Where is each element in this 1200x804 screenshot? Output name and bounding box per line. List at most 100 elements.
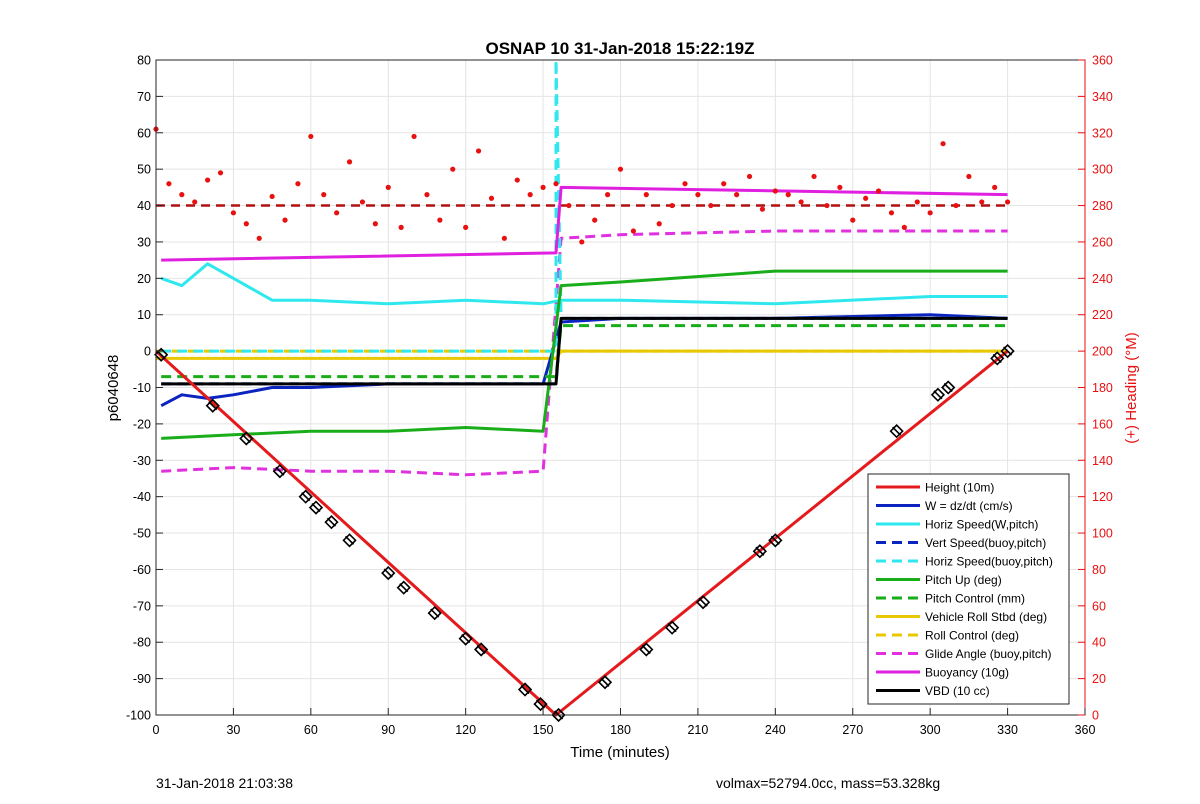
height-marker (768, 533, 783, 548)
y-tick-label: 70 (137, 90, 151, 104)
y2-tick-label: 240 (1092, 272, 1113, 286)
y2-tick-label: 260 (1092, 235, 1113, 249)
heading-point (966, 173, 972, 180)
height-marker (752, 544, 767, 559)
series-line (160, 313, 1008, 408)
legend-entry: Height (10m) (925, 481, 994, 495)
heading-point (205, 177, 211, 183)
y2-tick-label: 80 (1092, 563, 1106, 577)
heading-point (979, 199, 985, 205)
heading-point (450, 166, 456, 172)
y2-tick-label: 360 (1092, 54, 1113, 68)
heading-point (217, 170, 224, 176)
heading-point (914, 199, 920, 205)
series-line (161, 316, 1008, 386)
heading-point (901, 224, 907, 230)
legend-entry: VBD (10 cc) (925, 684, 990, 698)
heading-point (166, 181, 172, 187)
y2-tick-label: 340 (1092, 90, 1113, 104)
legend-entry: Vert Speed(buoy,pitch) (925, 536, 1046, 550)
height-marker (695, 595, 711, 610)
legend-entry: Pitch Up (deg) (925, 573, 1002, 587)
x-axis-label: Time (minutes) (570, 744, 669, 761)
legend-entry: Pitch Control (mm) (925, 592, 1025, 606)
heading-point (514, 177, 520, 183)
legend-box (867, 473, 1070, 705)
heading-point (295, 181, 301, 187)
height-marker (205, 398, 220, 413)
height-marker (239, 431, 254, 446)
height-marker (427, 605, 442, 621)
heading-point (888, 210, 895, 216)
y2-tick-label: 200 (1092, 345, 1113, 359)
y2-tick-label: 140 (1092, 454, 1113, 468)
height-marker (298, 489, 313, 504)
y-tick-label: -60 (133, 563, 151, 577)
footer-volmax-mass: volmax=52794.0cc, mass=53.328kg (716, 775, 941, 791)
x-tick-label: 360 (1075, 723, 1096, 737)
y2-tick-label: 280 (1092, 199, 1113, 213)
y2-tick-label: 40 (1092, 636, 1106, 650)
y-axis-label: p6040648 (105, 355, 122, 422)
y-tick-label: -90 (133, 672, 151, 686)
x-tick-label: 120 (455, 723, 476, 737)
heading-point (488, 195, 495, 201)
footer-timestamp: 31-Jan-2018 21:03:38 (156, 775, 293, 791)
heading-point (630, 228, 637, 234)
heading-point (850, 217, 856, 223)
y2-tick-label: 100 (1092, 527, 1113, 541)
series-line (161, 229, 1008, 477)
legend: Height (10m) W = dz/dt (cm/s) Horiz Speed(… (867, 473, 1070, 705)
heading-point (527, 192, 533, 198)
axes: 0 30 60 90 120 150 180 210 240 270 300 330 360-100-9… (126, 54, 1113, 738)
height-marker (930, 387, 946, 402)
heading-point (566, 202, 572, 209)
x-tick-label: 300 (920, 723, 941, 737)
heading-point (243, 221, 249, 227)
series-line (160, 262, 1008, 306)
height-marker (324, 515, 339, 530)
heading-point (772, 188, 778, 194)
height-marker (396, 580, 411, 595)
heading-point (927, 210, 933, 216)
heading-point (579, 239, 585, 245)
y-tick-label: -20 (133, 417, 151, 431)
heading-point (592, 217, 598, 223)
y-tick-label: 20 (137, 272, 151, 286)
y2-tick-label: 0 (1092, 709, 1099, 723)
heading-point (669, 202, 675, 209)
chart-title: OSNAP 10 31-Jan-2018 15:22:19Z (485, 39, 754, 58)
heading-point (746, 173, 753, 180)
y-tick-label: -10 (133, 381, 151, 395)
heading-point (256, 235, 262, 241)
heading-point (734, 192, 740, 198)
height-marker (639, 642, 654, 657)
y2-tick-label: 320 (1092, 126, 1113, 140)
y2-tick-label: 300 (1092, 163, 1113, 177)
heading-point (992, 184, 998, 190)
y-tick-label: -40 (133, 490, 151, 504)
series-line (161, 269, 1008, 440)
heading-point (695, 192, 701, 198)
x-tick-label: 210 (687, 723, 708, 737)
legend-entry: Horiz Speed(W,pitch) (925, 518, 1038, 532)
y-tick-label: -70 (133, 599, 151, 613)
height-marker (342, 533, 357, 548)
heading-point (501, 235, 507, 241)
height-marker (1000, 343, 1015, 359)
height-marker (533, 696, 548, 712)
heading-point (269, 193, 275, 200)
y2-tick-label: 220 (1092, 308, 1113, 322)
height-marker (664, 620, 680, 635)
heading-point (192, 199, 198, 205)
height-marker (889, 424, 904, 439)
heading-point (824, 202, 830, 209)
legend-entry: Horiz Speed(buoy,pitch) (925, 555, 1053, 569)
heading-point (424, 192, 430, 198)
heading-point (308, 133, 314, 140)
heading-point (334, 210, 340, 216)
heading-point (604, 192, 611, 198)
legend-entry: Roll Control (deg) (925, 629, 1019, 643)
height-marker (941, 380, 956, 395)
